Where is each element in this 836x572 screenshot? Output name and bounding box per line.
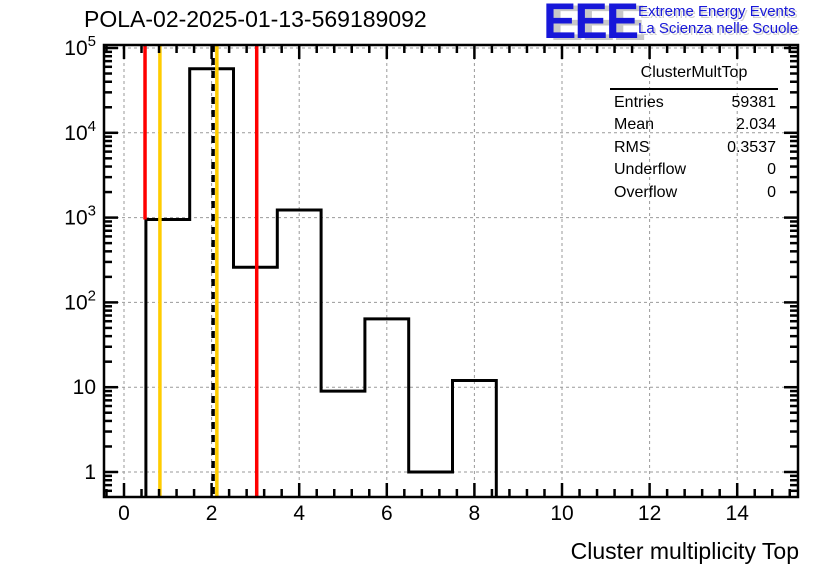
stats-label: Overflow <box>614 183 678 201</box>
x-tick-label: 14 <box>726 502 750 525</box>
stats-box-rows: Entries 59381 Mean 2.034 RMS 0.3537 Unde… <box>610 90 778 204</box>
histogram-outline <box>144 67 498 497</box>
stats-value: 0.3537 <box>727 138 776 156</box>
y-tick-label: 10 <box>73 376 96 399</box>
stats-row: Overflow 0 <box>610 182 778 204</box>
eee-logo-line1: Extreme Energy Events <box>638 3 796 20</box>
stats-value: 0 <box>767 161 776 179</box>
stats-label: Underflow <box>614 161 687 179</box>
stats-label: RMS <box>614 138 650 156</box>
y-tick-label: 103 <box>64 203 96 230</box>
stats-row: Underflow 0 <box>610 159 778 181</box>
x-tick-label: 4 <box>293 502 305 525</box>
stats-row: Mean 2.034 <box>610 114 778 136</box>
stats-label: Entries <box>614 94 664 111</box>
y-tick-label: 104 <box>64 118 96 145</box>
y-tick-label: 1 <box>84 461 96 484</box>
stats-value: 0 <box>767 183 776 201</box>
stats-value: 2.034 <box>735 116 776 134</box>
plot-frame <box>102 43 800 499</box>
plot-title: POLA-02-2025-01-13-569189092 <box>84 6 427 32</box>
eee-logo-line2: La Scienza nelle Scuole <box>638 20 799 37</box>
x-tick-label: 8 <box>469 502 481 525</box>
stats-row: RMS 0.3537 <box>610 137 778 159</box>
x-tick-label: 6 <box>381 502 393 525</box>
y-tick-label: 105 <box>64 33 96 60</box>
y-tick-label: 102 <box>64 287 96 314</box>
stats-box: ClusterMultTop Entries 59381 Mean 2.034 … <box>610 60 778 204</box>
stats-box-title: ClusterMultTop <box>610 60 778 90</box>
x-tick-label: 10 <box>550 502 573 525</box>
stats-value: 59381 <box>731 94 777 111</box>
stats-row: Entries 59381 <box>610 92 778 114</box>
x-tick-label: 0 <box>118 502 130 525</box>
x-axis-title: Cluster multiplicity Top <box>570 538 799 564</box>
x-tick-label: 12 <box>638 502 661 525</box>
eee-logo-acronym: EEE <box>543 0 639 49</box>
x-tick-label: 2 <box>206 502 218 525</box>
stats-label: Mean <box>614 116 655 134</box>
eee-logo-text: Extreme Energy Events La Scienza nelle S… <box>638 3 798 37</box>
